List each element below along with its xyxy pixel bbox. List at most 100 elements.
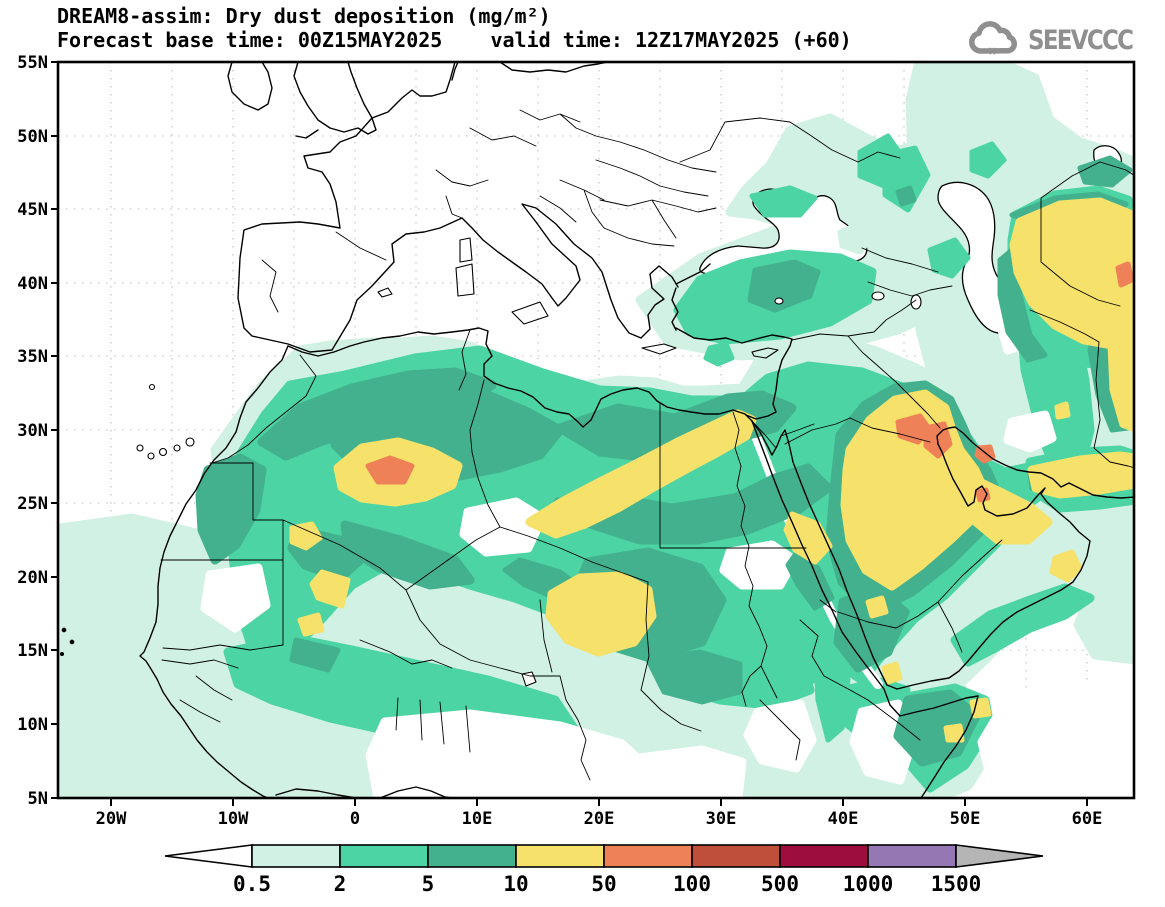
lat-label: 40N [17, 274, 48, 294]
dust-region [1073, 580, 1134, 665]
colorbar-label: 2 [334, 872, 347, 896]
dust-region [297, 612, 325, 637]
lon-label: 10E [462, 809, 493, 829]
dust-region [525, 409, 757, 539]
lake-van [871, 291, 885, 301]
caspian-sea [937, 181, 1014, 334]
colorbar-label: 0.5 [233, 872, 271, 896]
dust-region [703, 341, 735, 367]
svg-text:»: » [988, 41, 999, 60]
dust-region [289, 637, 341, 673]
figure-subtitle: Forecast base time: 00Z15MAY2025 valid t… [57, 28, 852, 52]
lat-label: 35N [17, 347, 48, 367]
lake-chad [521, 671, 537, 687]
colorbar-segment [427, 844, 517, 868]
colorbar-overflow-arrow [955, 844, 1044, 868]
nile-river [732, 411, 778, 707]
lon-label: 20E [584, 809, 615, 829]
clear-area [635, 745, 747, 798]
colorbar-segment [251, 844, 341, 868]
dust-region [950, 583, 1095, 667]
dust-region [943, 723, 965, 743]
clear-area [719, 540, 799, 590]
dust-region [1077, 155, 1133, 188]
colorbar-segment [779, 844, 869, 868]
north-africa-coastline [287, 327, 753, 428]
dust-deposition-field [58, 62, 1134, 798]
clear-area [743, 699, 817, 773]
colorbar-segment [515, 844, 605, 868]
dust-region [969, 141, 1007, 179]
lat-label: 25N [17, 494, 48, 514]
colorbar-segment [339, 844, 429, 868]
dust-region [545, 571, 657, 657]
cloud-icon: » [969, 21, 1018, 60]
lake-tuz [774, 297, 784, 305]
dust-region [857, 133, 909, 189]
dust-hotspot [974, 444, 996, 464]
east-africa-borders [759, 599, 921, 761]
dust-region [340, 520, 475, 590]
logo-wordmark: SEEVCCC [1028, 24, 1134, 56]
europe-borders [261, 109, 901, 313]
dust-region [865, 595, 889, 619]
lat-label: 15N [17, 641, 48, 661]
red-sea-somalia-coastline [751, 420, 979, 798]
longitude-axis: 20W 10W 0 10E 20E 30E 40E 50E 60E [96, 809, 1103, 829]
lon-label: 20W [96, 809, 127, 829]
colorbar-label: 10 [503, 872, 528, 896]
lat-label: 50N [17, 127, 48, 147]
middle-east-borders [751, 161, 1134, 653]
colorbar-label: 50 [591, 872, 616, 896]
colorbar-label: 500 [761, 872, 799, 896]
british-isles-coastline [227, 62, 377, 139]
dust-region [1054, 401, 1071, 420]
lon-label: 0 [350, 809, 360, 829]
colorbar-label: 100 [673, 872, 711, 896]
dust-region [749, 185, 818, 218]
turkey-levant-coastline [671, 263, 793, 420]
dust-region [553, 463, 833, 545]
colorbar-segment [691, 844, 781, 868]
colorbar-segment [603, 844, 693, 868]
seevccc-logo: » SEEVCCC [966, 20, 1151, 60]
lat-label: 30N [17, 421, 48, 441]
clear-area [200, 563, 271, 633]
dust-region [195, 453, 267, 565]
arabia-gulf-coastline [751, 420, 1134, 690]
colorbar-label: 5 [422, 872, 435, 896]
lon-label: 40E [828, 809, 859, 829]
dust-region [1107, 292, 1134, 433]
country-borders-layer [160, 109, 1134, 781]
baltic-coastline [451, 62, 609, 81]
lat-label: 20N [17, 568, 48, 588]
dust-region [309, 569, 351, 609]
dust-region [881, 661, 903, 685]
lat-label: 10N [17, 715, 48, 735]
lat-label: 45N [17, 200, 48, 220]
dust-region [837, 221, 875, 255]
dust-region [785, 552, 835, 611]
clear-area [459, 497, 547, 557]
dust-region [645, 649, 743, 705]
lon-label: 60E [1072, 809, 1103, 829]
dust-region [997, 247, 1048, 363]
clear-area [1003, 410, 1057, 453]
dust-region [289, 521, 323, 551]
latitude-axis: 55N 50N 45N 40N 35N 30N 25N 20N 15N 10N … [17, 53, 48, 809]
axis-ticks [51, 61, 1088, 806]
lon-label: 30E [706, 809, 737, 829]
figure-title: DREAM8-assim: Dry dust deposition (mg/m²… [57, 4, 551, 28]
lat-label: 5N [28, 789, 48, 809]
coastline-layer [139, 62, 1134, 798]
colorbar: 0.5 2 5 10 50 100 500 1000 1500 [164, 844, 1044, 896]
dust-region [747, 259, 821, 313]
dust-region [895, 185, 917, 207]
lat-label: 55N [17, 53, 48, 73]
islands-layer [59, 237, 922, 687]
colorbar-segment [867, 844, 957, 868]
colorbar-underflow-arrow [164, 844, 253, 868]
dust-hotspot [365, 455, 415, 485]
